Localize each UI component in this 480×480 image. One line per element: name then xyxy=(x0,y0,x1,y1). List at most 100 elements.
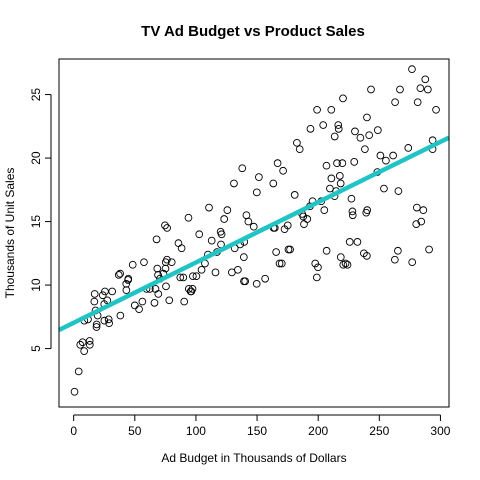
data-point-9 xyxy=(90,297,99,306)
data-point-58 xyxy=(184,213,193,222)
data-point-165 xyxy=(390,255,399,264)
data-point-84 xyxy=(240,253,248,261)
data-point-141 xyxy=(341,259,350,268)
data-point-76 xyxy=(220,215,229,223)
data-point-180 xyxy=(424,85,432,94)
data-point-134 xyxy=(334,125,343,133)
data-point-178 xyxy=(419,206,428,214)
data-point-109 xyxy=(295,145,304,154)
data-point-89 xyxy=(244,217,253,226)
data-point-21 xyxy=(105,319,113,328)
data-point-92 xyxy=(252,188,261,197)
data-point-30 xyxy=(128,260,137,269)
data-point-62 xyxy=(188,285,197,293)
data-point-55 xyxy=(177,244,186,253)
data-point-1 xyxy=(74,367,83,376)
data-point-52 xyxy=(167,258,176,267)
data-point-168 xyxy=(394,187,403,195)
data-point-127 xyxy=(327,105,336,114)
data-point-104 xyxy=(283,221,292,230)
data-point-101 xyxy=(277,259,286,268)
data-point-135 xyxy=(335,172,344,180)
data-point-77 xyxy=(223,206,232,214)
data-point-166 xyxy=(391,98,399,107)
data-point-148 xyxy=(351,127,359,136)
data-point-171 xyxy=(408,65,416,74)
data-point-151 xyxy=(360,249,368,258)
data-point-169 xyxy=(396,85,404,94)
data-point-179 xyxy=(421,75,430,84)
data-point-152 xyxy=(361,145,369,154)
data-point-163 xyxy=(382,156,390,165)
data-point-64 xyxy=(192,272,201,281)
data-point-34 xyxy=(140,258,148,267)
data-point-79 xyxy=(230,179,238,188)
data-point-65 xyxy=(195,230,204,239)
data-point-102 xyxy=(279,166,287,175)
data-point-117 xyxy=(311,259,320,268)
data-point-167 xyxy=(394,246,402,255)
data-point-27 xyxy=(122,286,131,295)
data-point-53 xyxy=(174,239,183,248)
data-point-12 xyxy=(92,323,101,331)
data-point-20 xyxy=(104,315,113,324)
data-point-108 xyxy=(293,138,301,147)
data-point-172 xyxy=(408,258,417,267)
data-point-126 xyxy=(326,184,334,193)
data-point-170 xyxy=(404,144,413,152)
data-point-146 xyxy=(348,211,357,220)
data-points xyxy=(70,65,440,396)
data-point-75 xyxy=(217,230,226,239)
data-point-83 xyxy=(238,164,247,173)
x-axis-label: Ad Budget in Thousands of Dollars xyxy=(161,451,346,465)
data-point-157 xyxy=(365,131,374,140)
data-point-156 xyxy=(363,206,372,214)
data-point-149 xyxy=(353,238,362,246)
data-point-105 xyxy=(284,245,293,254)
data-point-107 xyxy=(290,191,299,199)
data-point-145 xyxy=(348,207,357,216)
data-point-95 xyxy=(269,179,278,188)
data-point-130 xyxy=(330,132,339,141)
y-tick-label-5: 5 xyxy=(29,345,43,352)
x-axis: 0 50 100 150 200 250 300 xyxy=(70,414,451,438)
data-point-0 xyxy=(70,387,79,396)
data-point-147 xyxy=(350,158,359,166)
data-point-132 xyxy=(333,159,341,168)
x-tick-label-250: 250 xyxy=(369,424,389,438)
data-point-133 xyxy=(334,121,343,129)
y-axis: 5 10 15 20 25 xyxy=(29,88,52,352)
data-point-115 xyxy=(306,125,315,133)
data-point-70 xyxy=(207,236,216,245)
data-point-184 xyxy=(432,105,440,114)
data-point-56 xyxy=(179,273,188,282)
data-point-13 xyxy=(92,320,101,329)
data-point-71 xyxy=(211,268,220,277)
data-point-123 xyxy=(320,206,329,214)
data-point-122 xyxy=(319,121,328,129)
data-point-42 xyxy=(154,290,163,298)
data-point-175 xyxy=(413,98,422,107)
x-tick-label-200: 200 xyxy=(308,424,328,438)
data-point-45 xyxy=(161,221,169,230)
x-tick-label-150: 150 xyxy=(247,424,267,438)
data-point-24 xyxy=(116,269,124,278)
x-tick-label-50: 50 xyxy=(128,424,142,438)
data-point-50 xyxy=(163,224,171,232)
data-point-51 xyxy=(165,296,174,305)
data-point-119 xyxy=(313,105,321,114)
data-point-120 xyxy=(314,263,322,272)
data-point-31 xyxy=(130,301,139,310)
data-point-161 xyxy=(376,151,385,160)
data-point-8 xyxy=(85,340,94,349)
data-point-40 xyxy=(153,264,162,273)
x-tick-label-300: 300 xyxy=(430,424,450,438)
data-point-128 xyxy=(327,174,336,183)
data-point-98 xyxy=(272,248,280,256)
data-point-29 xyxy=(124,274,133,283)
data-point-143 xyxy=(345,238,354,246)
data-point-112 xyxy=(300,220,308,228)
data-point-100 xyxy=(275,259,284,268)
data-point-59 xyxy=(184,285,193,293)
data-point-17 xyxy=(100,316,109,325)
